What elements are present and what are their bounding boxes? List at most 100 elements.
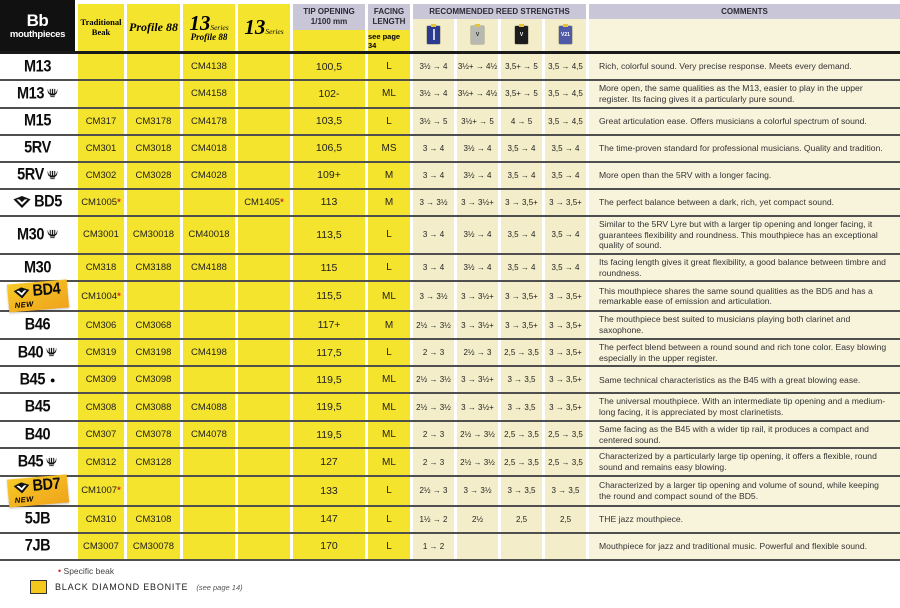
reed-strength-cell: 3½ → 4	[457, 162, 498, 188]
table-header: Bb mouthpieces Traditional Beak Profile …	[0, 0, 900, 54]
model-code-cell: CM312	[78, 449, 124, 475]
model-code-cell: CM40018	[183, 216, 235, 253]
reed-strength-cell	[545, 533, 586, 559]
table-row: BD4 NEW CM1004 * 115,5 ML 3 → 3½ 3 → 3½+ 3 → 3…	[0, 279, 900, 314]
facing-length-cell: L	[368, 216, 410, 253]
v12-reed-box-icon: V	[471, 24, 484, 44]
reed-strength-cell: 2½	[457, 506, 498, 532]
model-code-cell: CM3007	[78, 533, 124, 559]
reed-strength-cell: 3 → 3,5	[501, 394, 542, 420]
black-diamond-icon	[13, 287, 29, 299]
tip-opening-cell: 133	[293, 476, 365, 505]
model-name: 5RV	[17, 166, 44, 185]
facing-length-cell: ML	[368, 282, 410, 311]
table-row: M30 CM3001 CM30018 CM40018 113,5 L 3 → 4 3½ → …	[0, 216, 900, 255]
reed-strength-cell: 3 → 3,5+	[501, 312, 542, 338]
model-cell: B45	[0, 449, 75, 475]
model-cell: B46	[0, 312, 75, 338]
reed-strength-cell: 3,5 → 4	[545, 135, 586, 161]
header-model-column: Bb mouthpieces	[0, 0, 75, 51]
reed-strength-cell: 3 → 4	[413, 254, 454, 281]
comment-cell: Rich, colorful sound. Very precise respo…	[589, 54, 900, 80]
model-code-cell: CM4018	[183, 135, 235, 161]
model-cell: B45 ●	[0, 367, 75, 393]
model-cell: M30	[0, 216, 75, 253]
comment-cell: Similar to the 5RV Lyre but with a large…	[589, 216, 900, 253]
model-name: M13	[16, 84, 44, 103]
model-code-cell: CM4158	[183, 81, 235, 107]
model-cell: 5JB	[0, 506, 75, 532]
model-code-cell	[238, 216, 290, 253]
model-code-cell: CM3178	[127, 108, 180, 134]
model-code-cell	[127, 476, 180, 505]
model-code-cell	[238, 54, 290, 80]
reed-strength-cell: 2,5 → 3,5	[501, 449, 542, 475]
reed-strength-cell: 2 → 3	[413, 421, 454, 448]
comment-cell: Its facing length gives it great flexibi…	[589, 254, 900, 281]
traditional-reed-box-icon	[427, 24, 440, 44]
model-code-cell: CM3078	[127, 421, 180, 448]
model-code-cell: CM301	[78, 135, 124, 161]
comment-cell: This mouthpiece shares the same sound qu…	[589, 282, 900, 311]
model-code-cell	[238, 282, 290, 311]
badge-top: BD4	[13, 281, 61, 302]
model-code-cell	[183, 189, 235, 215]
model-code-cell	[238, 254, 290, 281]
model-code-cell	[183, 506, 235, 532]
red-bullet-icon: •	[58, 566, 62, 576]
reed-box-label: V	[475, 32, 480, 38]
model-code-cell	[238, 81, 290, 107]
model-code-cell	[238, 135, 290, 161]
v21-reed-box-icon: V21	[559, 24, 572, 44]
model-code-cell: CM30078	[127, 533, 180, 559]
model-code-cell	[238, 367, 290, 393]
reed-strength-cell: 3,5+ → 5	[501, 54, 542, 80]
reed-strength-cell: 3,5 → 4	[501, 135, 542, 161]
model-code-cell: CM3088	[127, 394, 180, 420]
model-code-cell: CM308	[78, 394, 124, 420]
model-code-cell	[127, 81, 180, 107]
model-cell: M15	[0, 108, 75, 134]
reed-box-slot: V	[457, 19, 498, 51]
model-code-cell: CM4188	[183, 254, 235, 281]
model-code-cell: CM4178	[183, 108, 235, 134]
reed-strength-cell: 2,5 → 3,5	[545, 449, 586, 475]
model-code-cell: CM4138	[183, 54, 235, 80]
lyre-icon	[47, 170, 58, 179]
tip-opening-cell: 170	[293, 533, 365, 559]
ebonite-label: BLACK DIAMOND EBONITE	[55, 582, 189, 592]
header-13series-profile88-sub: Profile 88	[190, 32, 228, 43]
tip-opening-cell: 117,5	[293, 339, 365, 366]
reed-strength-cell: 3,5 → 4	[545, 254, 586, 281]
facing-length-cell: M	[368, 162, 410, 188]
comment-cell: Mouthpiece for jazz and traditional musi…	[589, 533, 900, 559]
new-model-badge: BD7 NEW	[6, 474, 69, 508]
ebonite-page-note: (see page 14)	[196, 582, 243, 592]
model-name: BD7	[31, 474, 61, 496]
facing-length-cell: M	[368, 312, 410, 338]
reed-strength-cell: 2½ → 3½	[457, 421, 498, 448]
tip-opening-cell: 117+	[293, 312, 365, 338]
reed-strength-cell: 2½ → 3	[413, 476, 454, 505]
tip-opening-cell: 119,5	[293, 394, 365, 420]
lyre-icon	[47, 89, 58, 98]
table-row: 5RV CM302 CM3028 CM4028 109+ M 3 → 4 3½ → 4 3,5…	[0, 162, 900, 190]
model-code-cell	[183, 533, 235, 559]
comment-cell: Great articulation ease. Offers musician…	[589, 108, 900, 134]
reed-strength-cell: 3,5 → 4	[545, 162, 586, 188]
header-tip-line1: TIP OPENING	[303, 7, 355, 17]
model-name: 5RV	[24, 139, 51, 158]
model-name: B45	[24, 398, 51, 417]
reed-box-icons: V V V21	[413, 19, 586, 51]
table-row: M13 CM4138 100,5 L 3½ → 4 3½+ → 4½ 3,5+ → 5 3,5…	[0, 54, 900, 82]
model-code-cell: CM310	[78, 506, 124, 532]
reed-strength-cell: 3½+ → 4½	[457, 81, 498, 107]
model-code-cell	[238, 312, 290, 338]
lyre-icon	[46, 347, 57, 357]
header-13-num: 13	[244, 14, 266, 39]
model-cell: B40	[0, 421, 75, 448]
header-13series-profile88: 13Series Profile 88	[183, 4, 235, 51]
reed-strength-cell: 3 → 4	[413, 135, 454, 161]
model-code-cell: CM1405 *	[238, 189, 290, 215]
